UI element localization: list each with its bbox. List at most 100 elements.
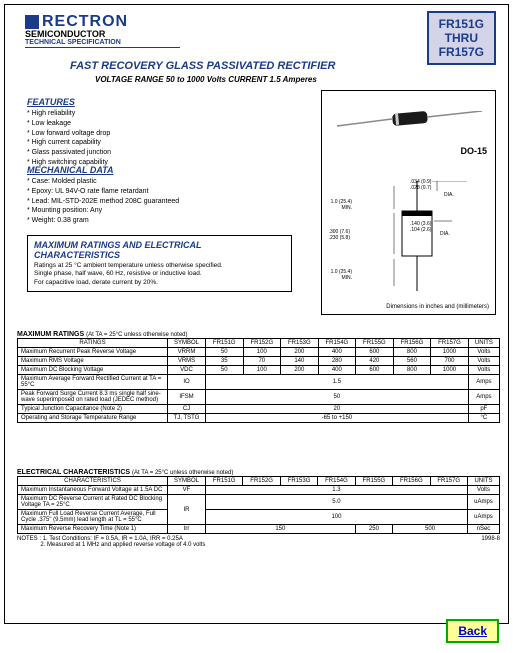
back-button[interactable]: Back	[446, 619, 499, 643]
brand-sub1: SEMICONDUCTOR	[25, 29, 180, 39]
row-value-span: 50	[206, 390, 469, 405]
row-unit: Volts	[467, 486, 499, 495]
row-label: Maximum DC Reverse Current at Rated DC B…	[18, 495, 168, 510]
features-list: * High reliability* Low leakage* Low for…	[27, 109, 111, 168]
dia-label-1: DIA.	[444, 192, 454, 198]
row-value: 1000	[431, 348, 469, 357]
row-value-span: 1.5	[206, 375, 469, 390]
table-row: Maximum Reverse Recovery Time (Note 1)tr…	[18, 525, 500, 534]
row-unit: Volts	[468, 348, 499, 357]
table-header: SYMBOL	[168, 339, 206, 348]
row-value-span: 5.0	[206, 495, 468, 510]
dia-label-2: DIA.	[440, 231, 450, 237]
part-line2: THRU	[439, 31, 484, 45]
table-row: Peak Forward Surge Current 8.3 ms single…	[18, 390, 500, 405]
feature-item: * Glass passivated junction	[27, 148, 111, 158]
max-ratings-title: MAXIMUM RATINGS (At TA = 25°C unless oth…	[17, 331, 500, 338]
row-symbol: VF	[168, 486, 206, 495]
row-unit: nSec	[467, 525, 499, 534]
row-label: Peak Forward Surge Current 8.3 ms single…	[18, 390, 168, 405]
table-header: FR154G	[318, 477, 355, 486]
row-unit: pF	[468, 405, 499, 414]
table-header: FR157G	[430, 477, 467, 486]
table-header: SYMBOL	[168, 477, 206, 486]
table-row: Maximum DC Blocking VoltageVDC5010020040…	[18, 366, 500, 375]
mechanical-item: * Epoxy: UL 94V-O rate flame retardant	[27, 187, 179, 197]
row-value: 600	[356, 348, 394, 357]
row-symbol: IFSM	[168, 390, 206, 405]
brand-sub2: TECHNICAL SPECIFICATION	[25, 39, 180, 48]
part-number-box: FR151G THRU FR157G	[427, 11, 496, 65]
table-header: FR156G	[393, 477, 430, 486]
table-header: FR157G	[431, 339, 469, 348]
row-symbol: trr	[168, 525, 206, 534]
mechanical-item: * Case: Molded plastic	[27, 177, 179, 187]
row-symbol: VRMS	[168, 357, 206, 366]
feature-item: * High reliability	[27, 109, 111, 119]
feature-item: * Low leakage	[27, 119, 111, 129]
table-header: FR153G	[280, 477, 317, 486]
row-value: 800	[393, 366, 431, 375]
feature-item: * Low forward voltage drop	[27, 129, 111, 139]
mechanical-item: * Weight: 0.38 gram	[27, 216, 179, 226]
row-value: 150	[206, 525, 356, 534]
elec-title-text: ELECTRICAL CHARACTERISTICS	[17, 469, 130, 476]
row-unit: Amps	[468, 390, 499, 405]
row-label: Maximum Instantaneous Forward Voltage at…	[18, 486, 168, 495]
mechanical-heading: MECHANICAL DATA	[27, 165, 179, 175]
ratings-line2: Single phase, half wave, 60 Hz, resistiv…	[34, 270, 285, 278]
mechanical-list: * Case: Molded plastic* Epoxy: UL 94V-O …	[27, 177, 179, 226]
row-value-span: 100	[206, 510, 468, 525]
table-header: UNITS	[467, 477, 499, 486]
row-value: 200	[281, 366, 319, 375]
ratings-summary-box: MAXIMUM RATINGS AND ELECTRICAL CHARACTER…	[27, 235, 292, 292]
row-value-span: -65 to +150	[206, 414, 469, 423]
page-subtitle: VOLTAGE RANGE 50 to 1000 Volts CURRENT 1…	[95, 75, 317, 84]
row-unit: Amps	[468, 375, 499, 390]
diode-icon	[337, 111, 482, 141]
page-title: FAST RECOVERY GLASS PASSIVATED RECTIFIER	[70, 60, 335, 72]
dim-label-d5: 1.0 (25.4) MIN.	[324, 269, 352, 281]
elec-note: (At TA = 25°C unless otherwise noted)	[132, 470, 233, 476]
row-value: 1000	[431, 366, 469, 375]
mechanical-item: * Mounting position: Any	[27, 206, 179, 216]
row-value: 500	[393, 525, 468, 534]
row-value: 280	[318, 357, 356, 366]
row-symbol: VRRM	[168, 348, 206, 357]
row-label: Maximum Recurrent Peak Reverse Voltage	[18, 348, 168, 357]
ratings-line1: Ratings at 25 °C ambient temperature unl…	[34, 262, 285, 270]
dim-label-d2: 1.0 (25.4) MIN.	[324, 199, 352, 211]
row-value: 70	[243, 357, 281, 366]
electrical-section: ELECTRICAL CHARACTERISTICS (At TA = 25°C…	[17, 465, 500, 548]
table-row: Typical Junction Capacitance (Note 2)CJ2…	[18, 405, 500, 414]
package-label: DO-15	[460, 146, 487, 156]
row-unit: uAmps	[467, 510, 499, 525]
table-header: FR151G	[206, 339, 244, 348]
elec-title: ELECTRICAL CHARACTERISTICS (At TA = 25°C…	[17, 469, 500, 476]
row-value: 100	[243, 366, 281, 375]
table-row: Maximum DC Reverse Current at Rated DC B…	[18, 495, 500, 510]
dim-label-d1: .034 (0.9) .028 (0.7)	[410, 179, 431, 191]
row-symbol: CJ	[168, 405, 206, 414]
max-ratings-section: MAXIMUM RATINGS (At TA = 25°C unless oth…	[17, 327, 500, 423]
row-label: Maximum Reverse Recovery Time (Note 1)	[18, 525, 168, 534]
table-row: Maximum Average Forward Rectified Curren…	[18, 375, 500, 390]
row-label: Maximum Average Forward Rectified Curren…	[18, 375, 168, 390]
table-header: FR155G	[356, 339, 394, 348]
row-value: 50	[206, 366, 244, 375]
row-unit: °C	[468, 414, 499, 423]
table-header: FR154G	[318, 339, 356, 348]
table-row: Maximum Full Load Reverse Current Averag…	[18, 510, 500, 525]
features-section: FEATURES * High reliability* Low leakage…	[27, 97, 111, 168]
table-header: RATINGS	[18, 339, 168, 348]
ratings-line3: For capacitive load, derate current by 2…	[34, 279, 285, 287]
row-symbol: TJ, TSTG	[168, 414, 206, 423]
row-value: 200	[281, 348, 319, 357]
table-header: FR156G	[393, 339, 431, 348]
row-value-span: 20	[206, 405, 469, 414]
row-unit: Volts	[468, 357, 499, 366]
row-value: 400	[318, 348, 356, 357]
feature-item: * High current capability	[27, 138, 111, 148]
row-symbol: IO	[168, 375, 206, 390]
table-row: Maximum Instantaneous Forward Voltage at…	[18, 486, 500, 495]
